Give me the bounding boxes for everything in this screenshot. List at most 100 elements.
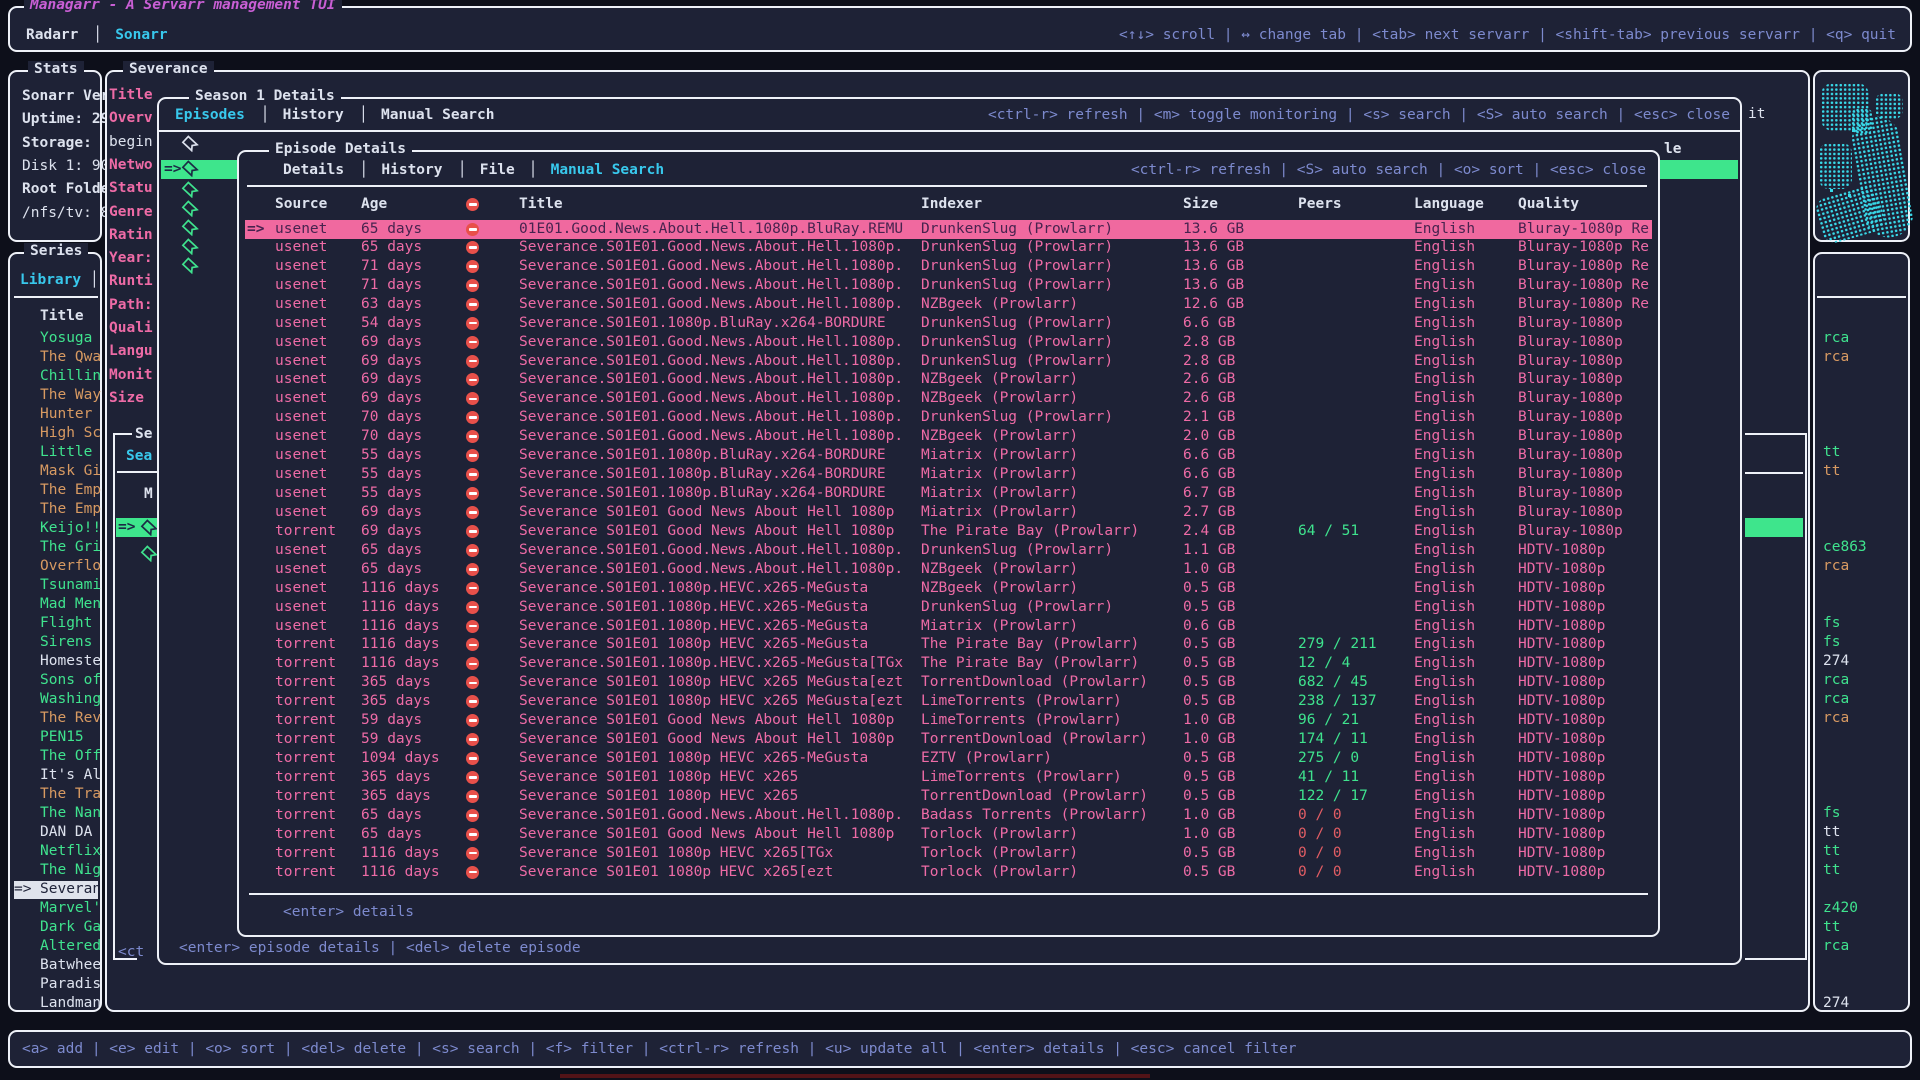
series-row[interactable]: Homeste <box>40 653 102 669</box>
series-row[interactable]: Tsunami <box>40 577 102 593</box>
series-row[interactable]: Netflix <box>40 843 102 859</box>
search-result-row[interactable]: torrent 365 days Severance S01E01 1080p HE… <box>239 674 1658 693</box>
series-row[interactable]: High Sc <box>40 425 102 441</box>
search-result-row[interactable]: usenet 69 days Severance.S01E01.Good.News.… <box>239 353 1658 372</box>
tab-radarr[interactable]: Radarr <box>26 27 79 43</box>
search-result-row[interactable]: usenet 55 days Severance.S01E01.1080p.BluR… <box>239 466 1658 485</box>
series-row[interactable]: The Emp <box>40 501 102 517</box>
series-row[interactable]: The Off <box>40 748 102 764</box>
search-result-row[interactable]: usenet 1116 days Severance.S01E01.1080p.HE… <box>239 618 1658 637</box>
search-result-row[interactable]: usenet 70 days Severance.S01E01.Good.News.… <box>239 409 1658 428</box>
search-result-row[interactable]: => usenet 65 days 01E01.Good.News.About.Hel… <box>245 220 1652 239</box>
column-header-size[interactable]: Size <box>1183 196 1218 212</box>
column-header-title[interactable]: Title <box>519 196 563 212</box>
search-result-row[interactable]: torrent 365 days Severance S01E01 1080p HE… <box>239 693 1658 712</box>
series-row[interactable]: Altered <box>40 938 102 954</box>
series-row[interactable]: Sirens <box>40 634 93 650</box>
search-result-row[interactable]: torrent 1116 days Severance S01E01 1080p H… <box>239 845 1658 864</box>
series-row[interactable]: Mask Gi <box>40 463 102 479</box>
series-row[interactable]: Marvel' <box>40 900 102 916</box>
search-result-row[interactable]: torrent 1116 days Severance.S01E01.1080p.H… <box>239 655 1658 674</box>
search-result-row[interactable]: torrent 1116 days Severance S01E01 1080p H… <box>239 636 1658 655</box>
column-header-source[interactable]: Source <box>275 196 328 212</box>
episode-monitored-icon[interactable] <box>180 217 201 237</box>
search-result-row[interactable]: usenet 55 days Severance.S01E01.1080p.BluR… <box>239 447 1658 466</box>
series-title: Series <box>24 243 89 260</box>
search-result-row[interactable]: torrent 365 days Severance S01E01 1080p HE… <box>239 788 1658 807</box>
series-row[interactable]: Flight <box>40 615 93 631</box>
series-row[interactable]: Paradis <box>40 976 102 992</box>
search-result-row[interactable]: torrent 1116 days Severance S01E01 1080p H… <box>239 864 1658 883</box>
series-row[interactable]: Dark Ga <box>40 919 102 935</box>
search-result-row[interactable]: usenet 69 days Severance S01E01 Good News … <box>239 504 1658 523</box>
search-result-row[interactable]: usenet 54 days Severance.S01E01.1080p.BluR… <box>239 315 1658 334</box>
series-row[interactable]: Washing <box>40 691 102 707</box>
tab-sonarr[interactable]: Sonarr <box>115 27 168 43</box>
series-row[interactable]: Yosuga <box>40 330 93 346</box>
series-row[interactable]: Landman <box>40 995 102 1011</box>
search-result-row[interactable]: usenet 65 days Severance.S01E01.Good.News.… <box>239 239 1658 258</box>
search-result-row[interactable]: usenet 65 days Severance.S01E01.Good.News.… <box>239 542 1658 561</box>
series-row[interactable]: Hunter <box>40 406 93 422</box>
search-result-row[interactable]: usenet 1116 days Severance.S01E01.1080p.HE… <box>239 580 1658 599</box>
series-row-selected[interactable]: => Severan <box>14 881 101 899</box>
search-result-row[interactable]: torrent 65 days Severance.S01E01.Good.News… <box>239 807 1658 826</box>
search-result-row[interactable]: torrent 65 days Severance S01E01 Good News… <box>239 826 1658 845</box>
seasons-selected-row-fragment[interactable]: => <box>116 518 158 537</box>
series-row[interactable]: It's Al <box>40 767 102 783</box>
series-row[interactable]: Mad Men <box>40 596 102 612</box>
episode-monitored-icon[interactable] <box>180 158 201 178</box>
episode-tab-details[interactable]: Details <box>283 162 345 178</box>
series-row[interactable]: The Gri <box>40 539 102 555</box>
search-result-row[interactable]: usenet 70 days Severance.S01E01.Good.News.… <box>239 428 1658 447</box>
season-tab-manual-search[interactable]: Manual Search <box>381 107 495 123</box>
series-row[interactable]: Sons of <box>40 672 102 688</box>
column-header-language[interactable]: Language <box>1414 196 1484 212</box>
search-result-row[interactable]: usenet 69 days Severance.S01E01.Good.News.… <box>239 371 1658 390</box>
search-result-row[interactable]: torrent 365 days Severance S01E01 1080p HE… <box>239 769 1658 788</box>
episode-monitored-icon[interactable] <box>180 236 201 256</box>
search-result-row[interactable]: usenet 1116 days Severance.S01E01.1080p.HE… <box>239 599 1658 618</box>
season-tab-episodes[interactable]: Episodes <box>175 107 245 123</box>
search-result-row[interactable]: usenet 63 days Severance.S01E01.Good.News.… <box>239 296 1658 315</box>
search-result-row[interactable]: usenet 71 days Severance.S01E01.Good.News.… <box>239 258 1658 277</box>
series-row[interactable]: DAN DA <box>40 824 93 840</box>
series-row[interactable]: The Nig <box>40 862 102 878</box>
column-header-indexer[interactable]: Indexer <box>921 196 983 212</box>
series-row[interactable]: The Way <box>40 387 102 403</box>
search-result-row[interactable]: torrent 1094 days Severance S01E01 1080p H… <box>239 750 1658 769</box>
series-row[interactable]: Little <box>40 444 93 460</box>
episode-monitored-icon[interactable] <box>180 255 201 275</box>
episode-tab-file[interactable]: File <box>479 162 515 178</box>
episode-tab-manual-search[interactable]: Manual Search <box>550 162 665 178</box>
search-result-row[interactable]: usenet 69 days Severance.S01E01.Good.News.… <box>239 334 1658 353</box>
series-row[interactable]: Overflo <box>40 558 102 574</box>
search-result-row[interactable]: torrent 59 days Severance S01E01 Good News… <box>239 731 1658 750</box>
episode-monitored-icon[interactable] <box>180 133 201 153</box>
column-header-peers[interactable]: Peers <box>1298 196 1342 212</box>
episode-monitored-icon[interactable] <box>180 179 201 199</box>
series-row[interactable]: The Tra <box>40 786 102 802</box>
season-tab-history[interactable]: History <box>282 107 344 123</box>
search-result-row[interactable]: usenet 55 days Severance.S01E01.1080p.BluR… <box>239 485 1658 504</box>
column-header-quality[interactable]: Quality <box>1518 196 1580 212</box>
search-result-row[interactable]: usenet 69 days Severance.S01E01.Good.News.… <box>239 390 1658 409</box>
series-row[interactable]: Chillin <box>40 368 102 384</box>
series-row[interactable]: PEN15 <box>40 729 84 745</box>
series-row[interactable]: Batwhee <box>40 957 102 973</box>
series-row[interactable]: The Emp <box>40 482 102 498</box>
column-header-age[interactable]: Age <box>361 196 388 212</box>
search-result-row[interactable]: usenet 65 days Severance.S01E01.Good.News.… <box>239 561 1658 580</box>
series-row[interactable]: The Qwa <box>40 349 102 365</box>
episode-monitored-icon[interactable] <box>180 198 201 218</box>
episode-tab-history[interactable]: History <box>381 162 443 178</box>
search-result-row[interactable]: torrent 59 days Severance S01E01 Good News… <box>239 712 1658 731</box>
search-result-row[interactable]: torrent 69 days Severance S01E01 Good News… <box>239 523 1658 542</box>
seasons-popup-tab-fragment[interactable]: Sea <box>126 448 153 464</box>
series-row[interactable]: The Nan <box>40 805 102 821</box>
search-result-row[interactable]: usenet 71 days Severance.S01E01.Good.News.… <box>239 277 1658 296</box>
series-row[interactable]: Keijo!! <box>40 520 102 536</box>
tab-library[interactable]: Library <box>20 272 82 288</box>
series-row[interactable]: The Rev <box>40 710 102 726</box>
cell: 12 / 4 <box>1298 655 1351 672</box>
